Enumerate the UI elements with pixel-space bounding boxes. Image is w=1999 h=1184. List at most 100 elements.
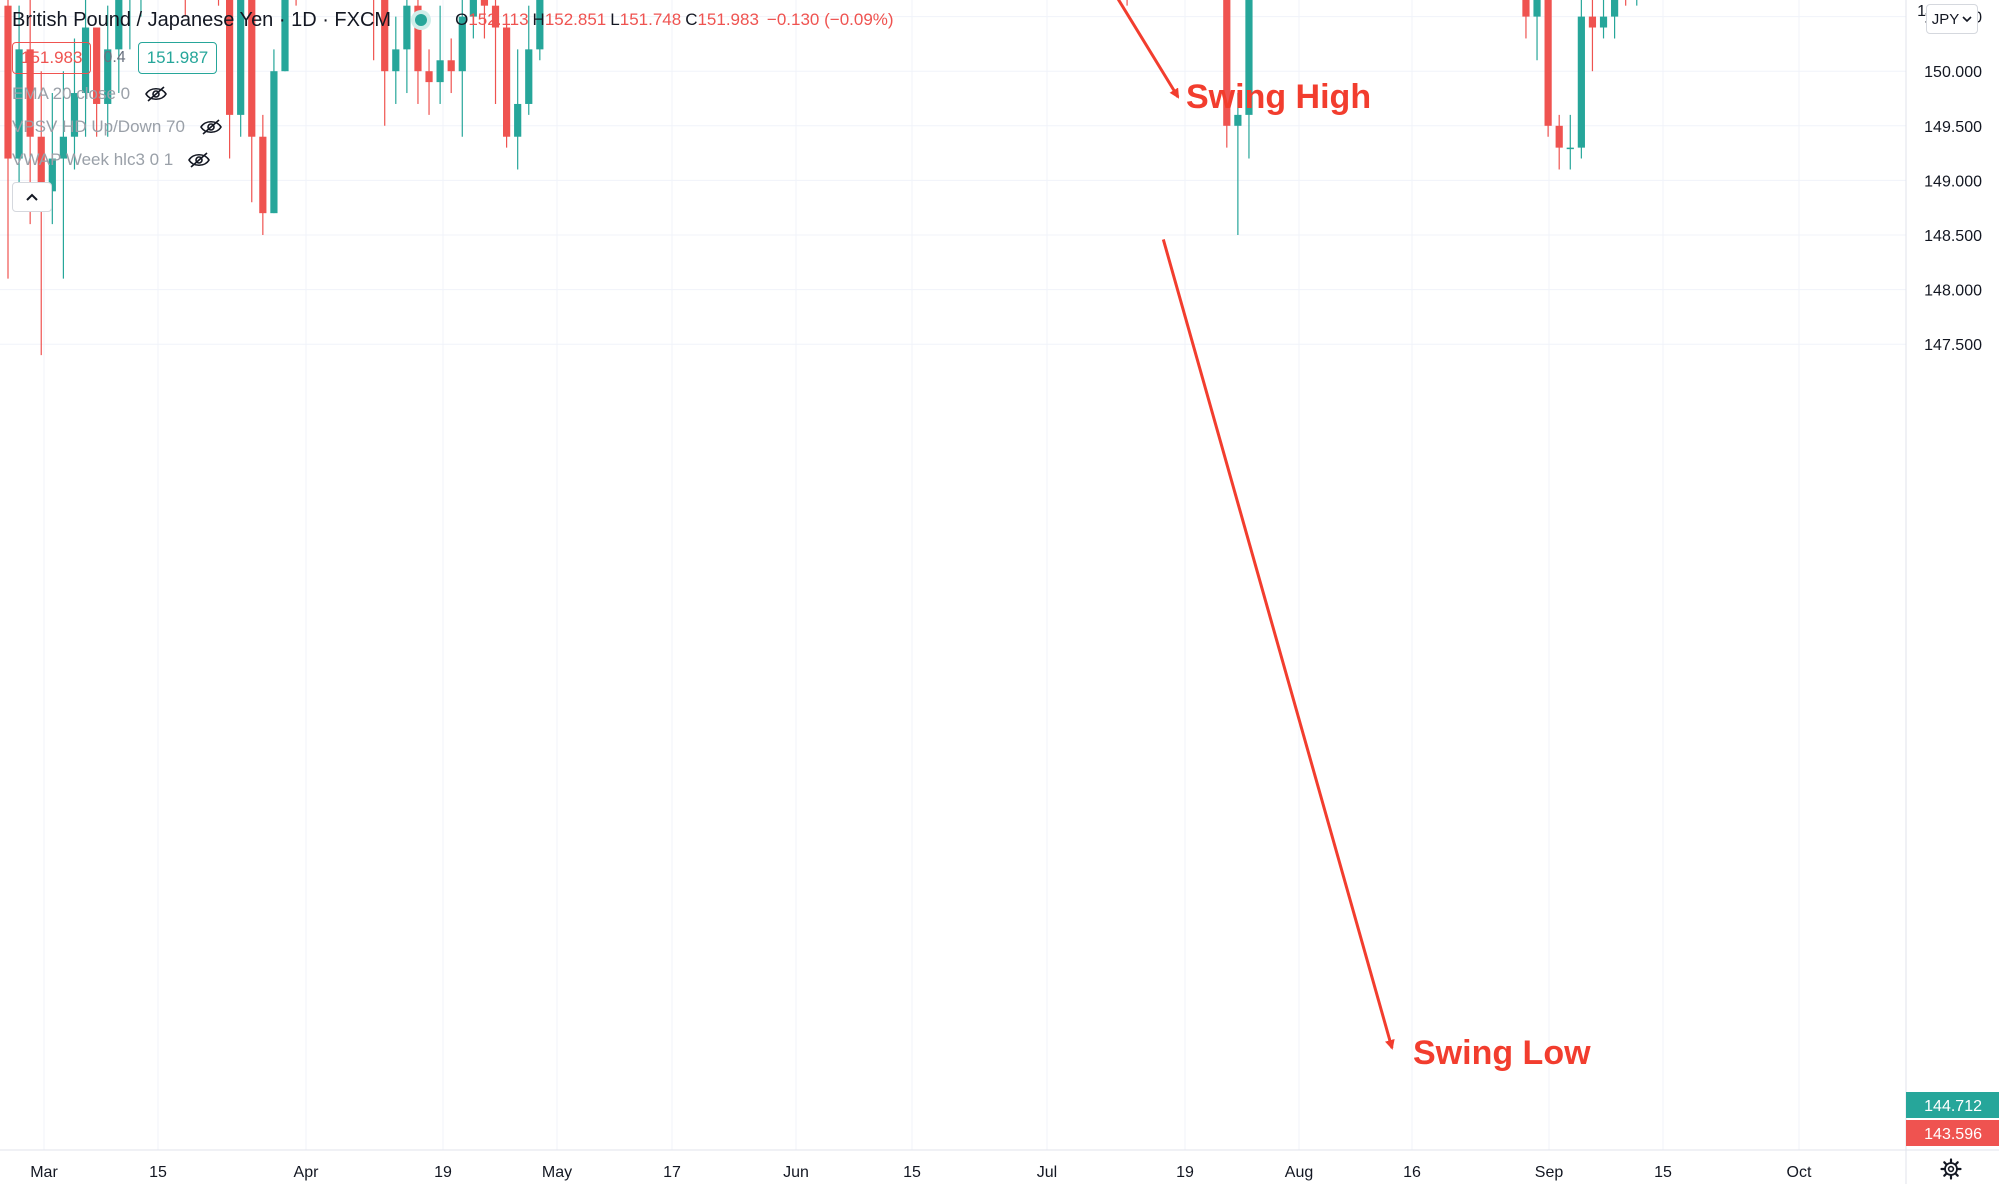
candle <box>414 0 422 104</box>
candle <box>1522 0 1530 39</box>
candle-body <box>414 5 422 72</box>
indicator-ema[interactable]: EMA 20 close 0 <box>12 84 168 104</box>
candle-body <box>1588 16 1597 28</box>
candle-body <box>491 5 500 28</box>
candle-body <box>480 0 489 6</box>
candle <box>1533 0 1541 61</box>
candle <box>1611 0 1619 39</box>
time-tick-label: 15 <box>903 1164 921 1181</box>
candle <box>1234 93 1242 235</box>
price-label-tag <box>1906 1092 1999 1118</box>
indicator-vwap[interactable]: VWAP Week hlc3 0 1 <box>12 150 211 170</box>
candle-body <box>1533 0 1541 17</box>
candle <box>381 0 389 126</box>
candle <box>104 5 112 137</box>
low-label: L <box>610 10 620 29</box>
candle-body <box>48 158 56 192</box>
candle-body <box>536 0 544 50</box>
candle <box>536 0 544 61</box>
price-tick-label: 149.000 <box>1924 173 1982 190</box>
price-tick-label: 149.500 <box>1924 119 1982 136</box>
price-label-value: 144.712 <box>1924 1098 1982 1115</box>
candle <box>1544 0 1552 137</box>
price-tick-label: 148.000 <box>1924 283 1982 300</box>
open-label: O <box>455 10 469 29</box>
candle-body <box>514 103 522 137</box>
market-status-icon[interactable] <box>415 14 428 26</box>
candle <box>81 0 90 137</box>
swing-high-label: Swing High <box>1186 78 1371 116</box>
candle <box>1555 114 1563 170</box>
legend-header: British Pound / Japanese Yen · 1D · FXCM… <box>12 6 894 34</box>
time-tick-label: 19 <box>434 1164 452 1181</box>
collapse-legend-button[interactable] <box>12 182 52 212</box>
time-tick-label: 16 <box>1403 1164 1421 1181</box>
candle-body <box>59 136 67 159</box>
candle-body <box>226 0 234 115</box>
currency-label: JPY <box>1931 10 1960 28</box>
candle-body <box>15 49 23 159</box>
candle-body <box>525 49 533 104</box>
swing-low-arrow <box>1161 239 1395 1050</box>
candle-body <box>381 0 389 72</box>
low-value: 151.748 <box>619 10 682 29</box>
high-value: 152.851 <box>544 10 607 29</box>
candle <box>514 49 522 170</box>
eye-off-icon[interactable] <box>144 85 168 103</box>
candle <box>425 49 433 115</box>
currency-select[interactable]: JPY <box>1926 4 1978 34</box>
candle <box>469 0 477 39</box>
buy-button[interactable]: 151.987 <box>137 42 218 74</box>
price-tick-label: 150.000 <box>1924 64 1982 81</box>
candle-body <box>93 27 101 104</box>
candle-body <box>1522 0 1530 17</box>
time-tick-label: 17 <box>663 1164 681 1181</box>
time-axis[interactable]: Mar 15 Apr 19 May 17 Jun 15 Jul 19 Aug 16 Sep 15 Oct <box>30 1164 1812 1181</box>
candle <box>270 49 278 214</box>
indicator-label: VWAP Week hlc3 0 1 <box>12 150 174 169</box>
time-tick-label: 15 <box>1654 1164 1672 1181</box>
candle <box>115 0 123 94</box>
price-axis[interactable]: 147.500 148.000 148.500 149.000 149.500 150.0… <box>1917 0 1982 354</box>
candle <box>458 0 466 137</box>
eye-off-icon[interactable] <box>199 118 223 136</box>
candle-body <box>81 27 90 94</box>
candles <box>4 0 1638 356</box>
candle-body <box>115 0 123 50</box>
candle-body <box>1223 0 1231 126</box>
candle-body <box>392 49 400 72</box>
trade-panel: 151.983 0.4 151.987 <box>12 42 218 74</box>
symbol-title[interactable]: British Pound / Japanese Yen · 1D · FXCM <box>12 8 392 31</box>
candle-body <box>1245 0 1253 115</box>
sell-button[interactable]: 151.983 <box>12 42 92 74</box>
candle-body <box>26 49 34 137</box>
close-value: 151.983 <box>697 10 759 29</box>
candle-body <box>281 0 289 72</box>
candle-body <box>37 136 45 192</box>
candle-body <box>1544 0 1552 126</box>
candle <box>373 0 375 61</box>
time-tick-label: Jun <box>783 1164 809 1181</box>
time-tick-label: May <box>542 1164 572 1181</box>
candle-body <box>248 0 256 137</box>
candle <box>1577 0 1585 159</box>
candle <box>1599 0 1608 39</box>
eye-off-icon[interactable] <box>187 151 211 169</box>
chevron-down-icon <box>1962 16 1972 23</box>
indicator-label: EMA 20 close 0 <box>12 84 131 103</box>
high-label: H <box>532 10 545 29</box>
candle <box>70 38 79 170</box>
candle <box>281 0 289 72</box>
candle-body <box>458 16 466 72</box>
candle <box>1566 114 1574 170</box>
candle <box>129 0 131 50</box>
price-label-value: 143.596 <box>1924 1126 1982 1143</box>
time-tick-label: Oct <box>1787 1164 1812 1181</box>
indicator-vpsv[interactable]: VPSV HD Up/Down 70 <box>12 117 223 137</box>
candle-body <box>70 93 79 137</box>
candle <box>436 5 444 104</box>
gear-icon[interactable] <box>1940 1158 1962 1180</box>
